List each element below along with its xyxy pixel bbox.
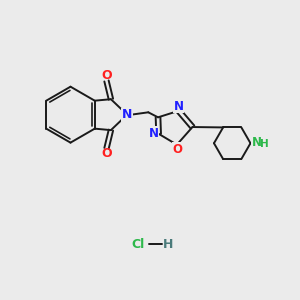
- Text: N: N: [174, 100, 184, 112]
- Text: H: H: [163, 238, 173, 251]
- Text: N: N: [122, 108, 132, 121]
- Text: O: O: [101, 147, 112, 160]
- Text: N: N: [252, 136, 262, 149]
- Text: Cl: Cl: [132, 238, 145, 251]
- Text: O: O: [101, 69, 112, 82]
- Text: N: N: [149, 127, 159, 140]
- Text: O: O: [173, 143, 183, 156]
- Text: H: H: [260, 140, 268, 149]
